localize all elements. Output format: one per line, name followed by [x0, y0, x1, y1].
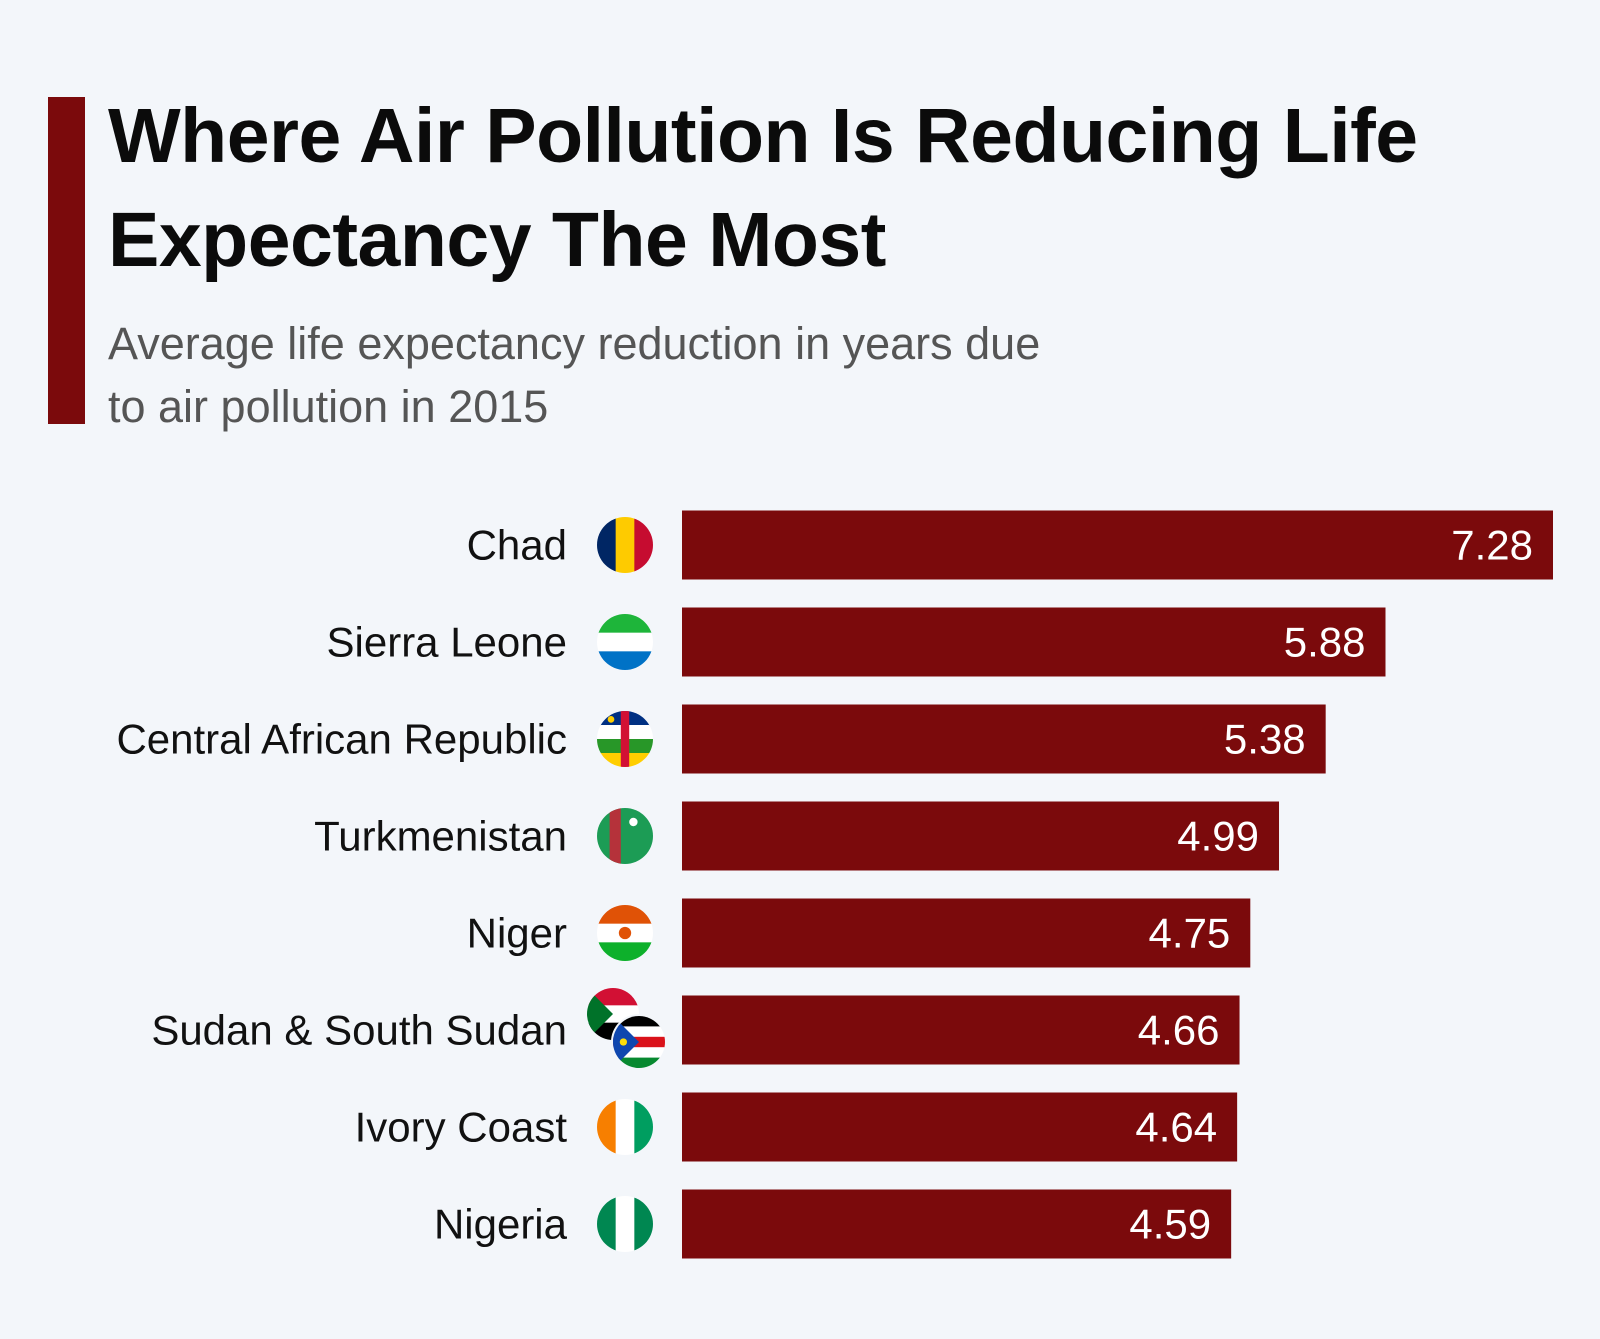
flag-moon: [629, 817, 638, 827]
bar: [682, 510, 1553, 580]
value-label: 4.99: [1177, 813, 1259, 860]
category-label: Ivory Coast: [355, 1104, 568, 1151]
flag-star: [607, 716, 615, 723]
flag-stripe: [613, 1036, 665, 1048]
category-label: Turkmenistan: [314, 813, 567, 860]
value-label: 4.59: [1129, 1201, 1211, 1248]
flag-stripe: [634, 1099, 653, 1155]
value-label: 4.75: [1149, 910, 1231, 957]
bar: [682, 607, 1386, 677]
flag-stripe: [615, 517, 635, 573]
bar: [682, 801, 1280, 871]
flag-stripe: [597, 905, 653, 925]
title-accent: [48, 97, 85, 424]
flag-stripe: [634, 1196, 653, 1252]
flag-stripe: [597, 651, 653, 670]
value-label: 7.28: [1451, 522, 1533, 569]
bar: [682, 1092, 1238, 1162]
flag-stripe: [597, 808, 612, 864]
flag-stripe: [597, 632, 653, 652]
bar: [682, 995, 1240, 1065]
flag-stripe: [613, 1047, 665, 1059]
flag: [597, 614, 653, 670]
flag-stripe: [609, 808, 621, 864]
category-label: Nigeria: [434, 1201, 568, 1248]
category-label: Chad: [467, 522, 567, 569]
flag-stripe: [620, 711, 630, 767]
category-label: Niger: [467, 910, 567, 957]
flag: [597, 1196, 653, 1252]
flag: [597, 517, 653, 573]
chart-subtitle: Average life expectancy reduction in yea…: [108, 318, 1041, 432]
flag: [613, 1016, 665, 1068]
bar: [682, 704, 1326, 774]
bar: [682, 1189, 1232, 1259]
flag-stripe: [615, 1196, 635, 1252]
flag-stripe: [639, 808, 653, 864]
flag-stripe: [597, 614, 653, 634]
flag-triangle: [587, 988, 613, 1040]
flag-stripe: [597, 942, 653, 961]
category-label: Sudan & South Sudan: [151, 1007, 567, 1054]
category-label: Central African Republic: [116, 716, 567, 763]
flag-stripe: [597, 517, 617, 573]
flag: [597, 711, 653, 767]
flag-stripe: [613, 1026, 665, 1038]
chart-title: Where Air Pollution Is Reducing Life Exp…: [108, 93, 1418, 283]
flag-stripe: [615, 1099, 635, 1155]
flag-stripe: [625, 808, 640, 864]
flag-stripe: [597, 1196, 617, 1252]
flag: [597, 905, 653, 961]
flag-stripe: [634, 517, 653, 573]
value-label: 4.64: [1135, 1104, 1217, 1151]
value-label: 5.38: [1224, 716, 1306, 763]
value-label: 5.88: [1284, 619, 1366, 666]
flag: [597, 1099, 653, 1155]
flag-stripe: [613, 1016, 665, 1027]
bar: [682, 898, 1251, 968]
flag-stripe: [613, 1057, 665, 1068]
category-label: Sierra Leone: [327, 619, 568, 666]
value-label: 4.66: [1138, 1007, 1220, 1054]
flag-stripe: [597, 1099, 617, 1155]
flag: [597, 808, 653, 864]
flag-star: [619, 1038, 628, 1046]
flag-sun: [618, 926, 632, 940]
